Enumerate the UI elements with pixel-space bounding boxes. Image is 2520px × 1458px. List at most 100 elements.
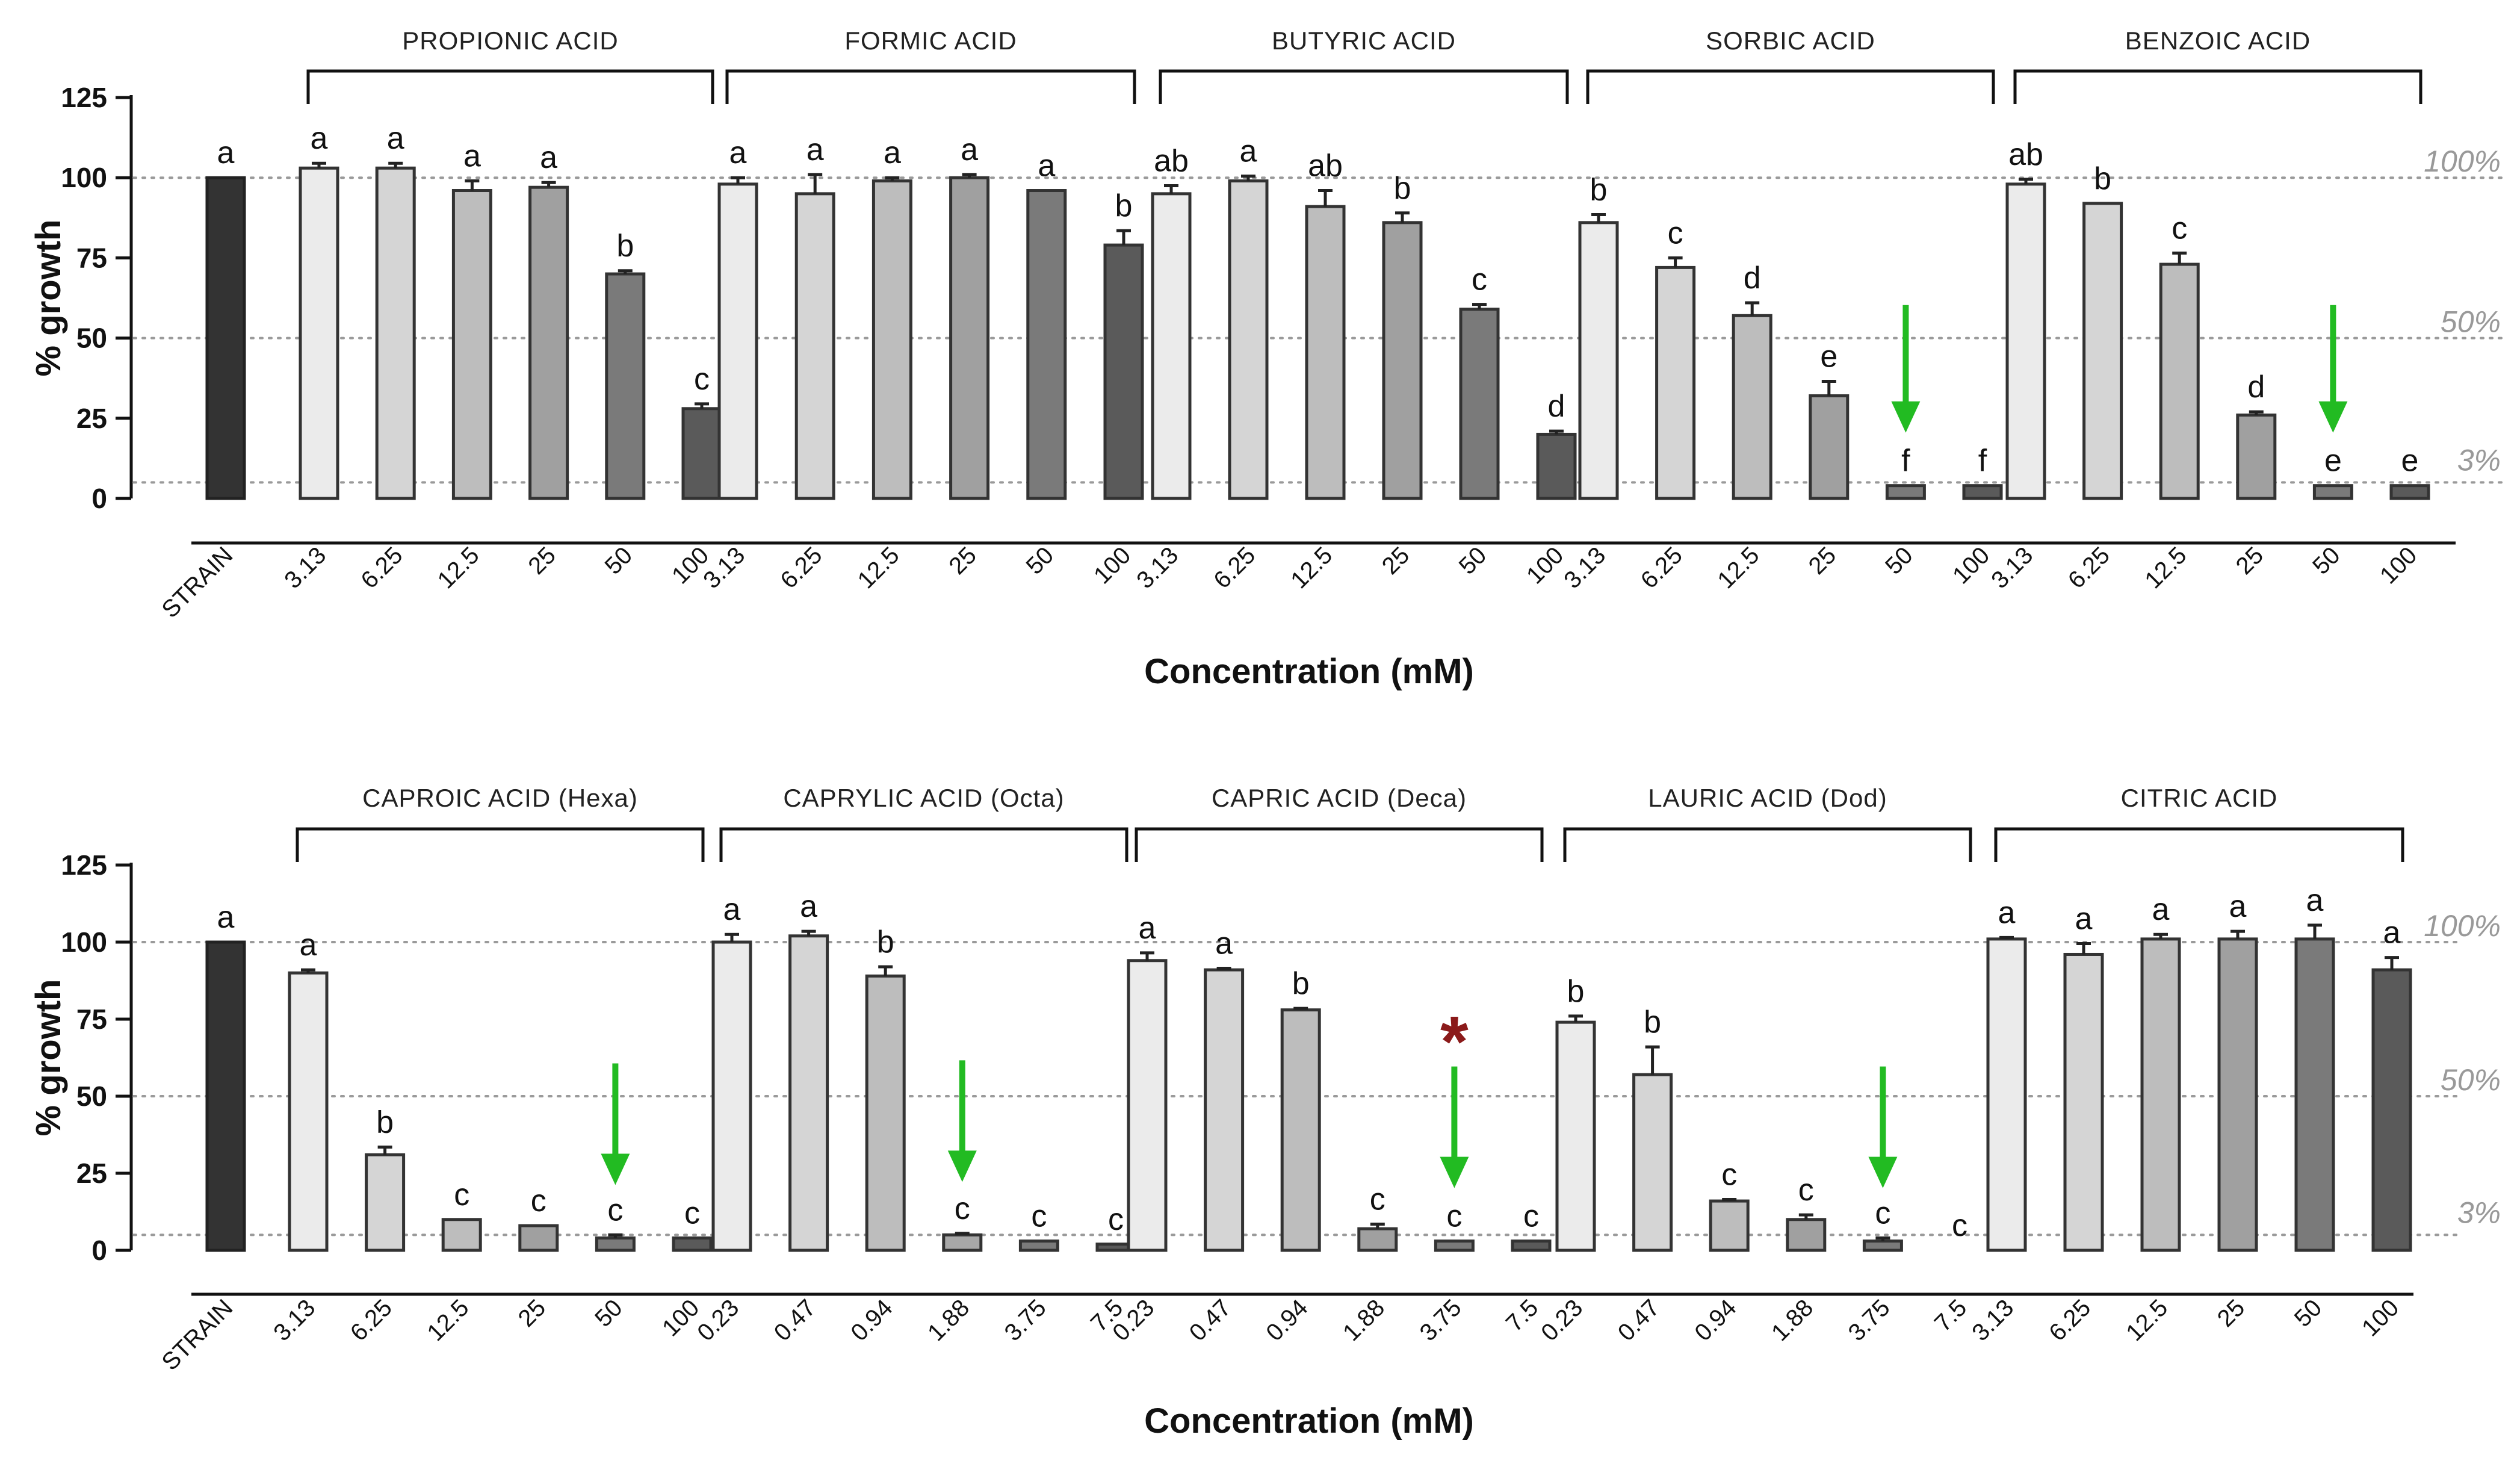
highlight-arrowhead-icon: [601, 1153, 630, 1185]
significance-letter: a: [217, 135, 235, 170]
bar-2-2: [788, 934, 829, 1252]
bar-5-6: [2371, 968, 2412, 1252]
bar-1-5: [605, 272, 646, 500]
highlight-arrowhead-icon: [1891, 401, 1921, 433]
x-tick-label: 12.5: [422, 1294, 474, 1346]
x-tick-label: 3.13: [1132, 542, 1183, 594]
x-tick-label: 25: [523, 542, 561, 580]
significance-letter: c: [454, 1177, 469, 1212]
bar-1-3: [451, 189, 492, 500]
significance-letter: d: [1548, 389, 1565, 424]
y-tick-label: 100: [61, 926, 107, 958]
x-tick-label: 12.5: [853, 542, 905, 594]
bar-4-6: [1962, 484, 2003, 500]
y-tick-label: 50: [76, 323, 107, 354]
bar-strain: [205, 176, 246, 500]
significance-letter: a: [540, 140, 557, 175]
bar-1-1: [288, 971, 329, 1252]
x-tick-label: 0.94: [1689, 1294, 1741, 1346]
significance-letter: a: [723, 892, 741, 927]
bar-2-1: [711, 940, 752, 1252]
x-tick-label: 3.13: [268, 1294, 320, 1346]
group-title: BUTYRIC ACID: [1272, 26, 1456, 55]
asterisk-marker: *: [1440, 1002, 1469, 1082]
significance-letter: a: [2152, 892, 2170, 927]
x-tick-label: 25: [1377, 542, 1415, 580]
bar-4-5: [1885, 484, 1926, 500]
significance-letter: b: [1394, 171, 1411, 206]
x-tick-label: 25: [513, 1294, 551, 1332]
highlight-arrowhead-icon: [2318, 401, 2348, 433]
x-tick-label: 100: [1089, 542, 1136, 589]
reference-line-label: 100%: [2424, 144, 2501, 178]
y-axis-title: % growth: [29, 979, 68, 1137]
y-tick-label: 0: [91, 1235, 107, 1266]
x-tick-label: 6.25: [1209, 542, 1260, 594]
group-bracket: [1994, 827, 2404, 862]
significance-letter: a: [729, 135, 747, 170]
x-axis-title: Concentration (mM): [1144, 1401, 1474, 1441]
group-title: LAURIC ACID (Dod): [1648, 784, 1887, 812]
x-tick-label: 6.25: [356, 542, 407, 594]
bar-3-2: [1228, 179, 1269, 500]
x-tick-label: 3.13: [1986, 542, 2038, 594]
significance-letter: b: [616, 229, 634, 264]
bar-5-4: [2217, 937, 2258, 1252]
x-tick-label: 6.25: [2063, 542, 2115, 594]
x-tick-label: 50: [2289, 1294, 2327, 1332]
highlight-arrowhead-icon: [1440, 1156, 1469, 1188]
significance-letter: d: [1744, 261, 1761, 296]
x-tick-label: 50: [1021, 542, 1059, 580]
y-tick-label: 75: [76, 242, 107, 273]
x-tick-label: 3.13: [698, 542, 750, 594]
x-tick-label: 100: [1948, 542, 1995, 589]
significance-letter: a: [1998, 895, 2016, 930]
x-tick-label: 12.5: [1286, 542, 1337, 594]
x-tick-label: 3.75: [1415, 1294, 1467, 1346]
group-title: CAPRIC ACID (Deca): [1212, 784, 1467, 812]
group-bracket: [306, 69, 714, 104]
x-tick-label: 1.88: [1338, 1294, 1390, 1346]
y-tick-label: 25: [76, 403, 107, 434]
bar-3-3: [1305, 205, 1346, 500]
significance-letter: c: [1472, 262, 1487, 297]
significance-letter: c: [1108, 1202, 1124, 1237]
x-tick-label: 100: [657, 1294, 704, 1341]
bar-3-6: [1536, 432, 1577, 500]
significance-letter: a: [217, 900, 235, 935]
significance-letter: ab: [1154, 144, 1189, 179]
group-bracket: [1135, 827, 1544, 862]
significance-letter: ab: [2008, 137, 2043, 172]
bar-4-2: [1632, 1073, 1673, 1252]
significance-letter: a: [884, 135, 901, 170]
significance-letter: c: [2172, 211, 2187, 246]
x-tick-label: 3.13: [1559, 542, 1611, 594]
bar-3-2: [1204, 968, 1245, 1252]
x-tick-label: 6.25: [2044, 1294, 2096, 1346]
significance-letter: a: [387, 121, 404, 156]
group-bracket: [719, 827, 1128, 862]
bar-5-4: [2236, 413, 2277, 500]
highlight-arrowhead-icon: [947, 1150, 977, 1182]
significance-letter: b: [1567, 974, 1585, 1009]
significance-letter: f: [1901, 444, 1910, 479]
y-tick-label: 50: [76, 1081, 107, 1112]
significance-letter: c: [1875, 1196, 1890, 1231]
bar-4-3: [1732, 314, 1772, 500]
group-title: BENZOIC ACID: [2125, 26, 2311, 55]
x-tick-label: 7.5: [1930, 1294, 1972, 1336]
y-axis-title: % growth: [29, 220, 68, 377]
bar-2-5: [1026, 189, 1067, 500]
bar-3-5: [1434, 1239, 1475, 1252]
x-tick-label: 100: [2375, 542, 2422, 589]
group-bracket: [1563, 827, 1972, 862]
x-tick-label: 12.5: [2140, 542, 2191, 594]
bar-2-2: [794, 192, 835, 500]
bar-2-3: [865, 974, 906, 1252]
y-tick-label: 25: [76, 1158, 107, 1189]
bar-2-6: [1103, 243, 1144, 500]
x-tick-label: 6.25: [1636, 542, 1688, 594]
x-tick-label: 1.88: [923, 1294, 974, 1346]
significance-letter: c: [955, 1191, 970, 1226]
bar-4-1: [1578, 221, 1619, 500]
